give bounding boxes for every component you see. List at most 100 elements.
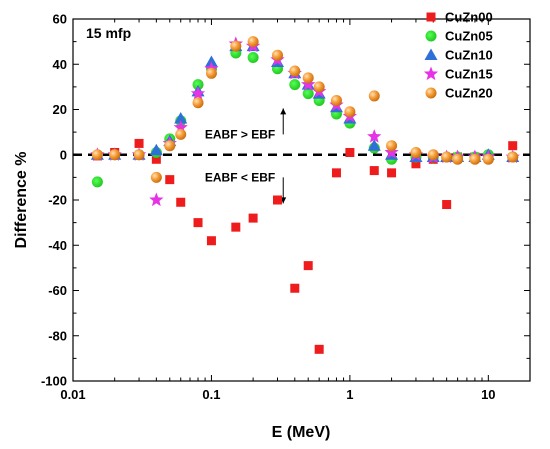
data-point-cuzn20 [247,36,259,48]
data-point-cuzn00 [345,147,355,157]
x-tick-label: 0.1 [202,387,220,402]
y-tick-label: -40 [48,238,67,253]
annotation-label: EABF > EBF [205,127,275,141]
data-points [90,36,520,354]
data-point-cuzn10 [367,139,381,151]
data-point-cuzn00 [290,283,300,293]
data-point-cuzn15 [301,77,316,91]
x-axis-title: E (MeV) [272,424,331,441]
x-tick-label: 10 [481,387,495,402]
y-tick-label: -100 [41,374,67,389]
data-point-cuzn00 [272,195,282,205]
y-axis-title: Difference % [13,152,30,249]
data-point-cuzn20 [109,149,121,161]
data-point-cuzn20 [302,72,314,84]
data-point-cuzn00 [331,168,341,178]
data-point-cuzn20 [150,171,162,183]
data-point-cuzn00 [231,222,241,232]
data-point-cuzn00 [165,175,175,185]
data-point-cuzn10 [204,55,218,67]
y-tick-label: 40 [53,57,67,72]
data-point-cuzn20 [427,149,439,161]
x-tick-label: 0.01 [60,387,85,402]
legend-label: CuZn10 [445,48,493,63]
data-point-cuzn20 [230,40,242,52]
data-point-cuzn20 [205,67,217,79]
data-point-cuzn00 [176,197,186,207]
data-point-cuzn15 [149,192,164,207]
data-point-cuzn20 [441,151,453,163]
data-point-cuzn00 [193,218,203,228]
data-point-cuzn05 [302,88,314,100]
y-tick-label: -60 [48,283,67,298]
data-point-cuzn00 [369,166,379,176]
legend-label: CuZn05 [445,29,493,44]
legend-marker [426,12,436,22]
data-point-cuzn20 [91,149,103,161]
data-point-cuzn05 [91,176,103,188]
legend-item: CuZn05 [425,29,493,44]
legend-marker [423,66,439,81]
x-tick-label: 1 [346,387,353,402]
plot-frame [72,18,531,382]
data-point-cuzn00 [442,200,452,210]
data-point-cuzn00 [303,261,313,271]
data-point-cuzn20 [313,81,325,93]
panel-label: 15 mfp [86,25,131,41]
data-point-cuzn00 [508,141,518,151]
legend-marker [425,87,437,99]
data-point-cuzn00 [151,154,161,164]
y-tick-label: 0 [60,147,67,162]
data-point-cuzn00 [134,138,144,148]
annotation-arrow-head [280,108,287,115]
y-tick-label: 20 [53,102,67,117]
data-point-cuzn20 [507,151,519,163]
data-point-cuzn15 [190,86,206,100]
data-point-cuzn00 [387,168,397,178]
legend-marker [425,30,437,42]
data-point-cuzn20 [368,90,380,102]
legend-label: CuZn00 [445,10,493,25]
data-point-cuzn15 [384,144,399,159]
data-point-cuzn20 [386,140,398,152]
y-tick-label: 60 [53,12,67,27]
series-cuzn20 [91,36,519,183]
data-point-cuzn20 [344,106,356,118]
data-point-cuzn05 [289,79,301,91]
data-point-cuzn00 [248,213,258,223]
data-point-cuzn20 [410,146,422,158]
legend-item: CuZn00 [426,10,493,25]
data-point-cuzn00 [314,344,324,354]
data-point-cuzn20 [482,153,494,165]
data-point-cuzn05 [247,51,259,63]
legend-label: CuZn20 [445,86,493,101]
data-point-cuzn20 [175,128,187,140]
data-point-cuzn15 [173,120,188,134]
plot-area [72,18,531,382]
data-point-cuzn20 [271,49,283,61]
data-point-cuzn20 [192,97,204,109]
data-point-cuzn10 [174,112,188,124]
data-point-cuzn20 [469,153,481,165]
legend-item: CuZn15 [423,66,493,82]
legend-label: CuZn15 [445,67,493,82]
data-point-cuzn20 [452,153,464,165]
legend: CuZn00 CuZn05 CuZn10 CuZn15 CuZn20 [423,10,493,101]
data-point-cuzn20 [330,94,342,106]
data-point-cuzn20 [164,140,176,152]
legend-item: CuZn10 [424,48,493,63]
data-point-cuzn15 [367,129,382,143]
y-tick-label: -20 [48,193,67,208]
data-point-cuzn10 [149,143,163,156]
data-point-cuzn00 [206,236,216,246]
annotation-label: EABF < EBF [205,170,275,184]
data-point-cuzn20 [133,149,145,161]
data-point-cuzn00 [411,159,421,169]
y-tick-label: -80 [48,328,67,343]
data-point-cuzn05 [192,79,204,91]
data-point-cuzn20 [289,65,301,77]
axis-ticks: -100 -80 -60 -40 -20 0 20 40 60 0.01 0.1 1 10 [41,12,530,402]
legend-marker [424,48,438,60]
legend-item: CuZn20 [425,86,493,101]
